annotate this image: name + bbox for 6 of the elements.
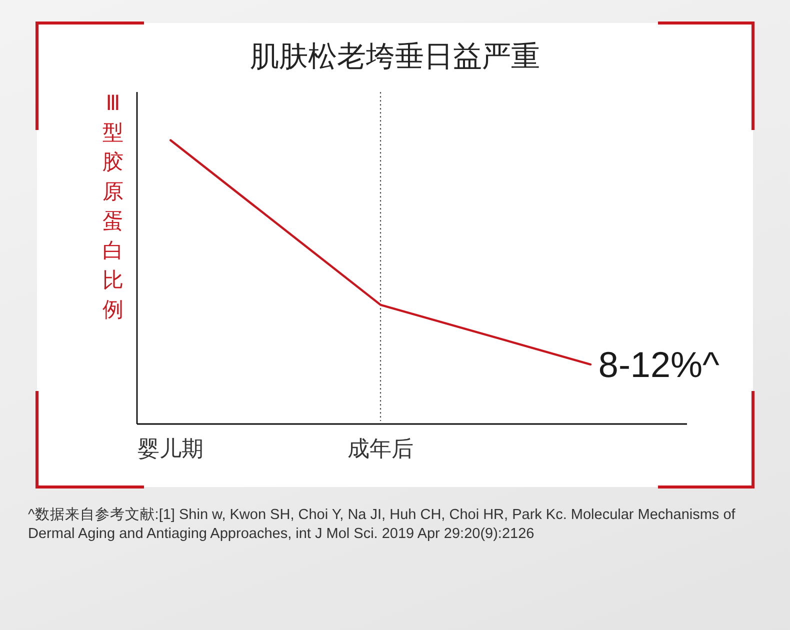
annotation: 8-12%^ [598, 344, 720, 385]
x-tick-label: 婴儿期 [138, 436, 204, 461]
x-tick-label: 成年后 [348, 436, 414, 461]
title: 肌肤松老垮垂日益严重 [250, 41, 540, 73]
footnote: ^数据来自参考文献:[1] Shin w, Kwon SH, Choi Y, Na JI, Huh CH, Choi HR, Park Kc. Molecular Mechanisms of Dermal Aging and Antiaging Approaches, int J Mol Sci. 2019 Apr 29:20(9):2126 [28, 507, 736, 542]
ylabel: Ⅲ型胶原蛋白比例 [102, 92, 124, 322]
